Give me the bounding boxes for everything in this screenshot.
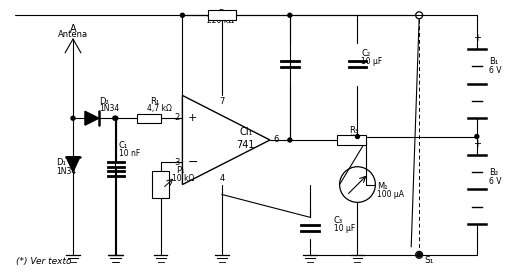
Polygon shape	[183, 95, 270, 184]
Text: (*): (*)	[349, 134, 359, 143]
Text: 10 μF: 10 μF	[361, 57, 383, 66]
Circle shape	[114, 116, 118, 120]
Polygon shape	[85, 111, 99, 125]
Text: +: +	[473, 33, 481, 43]
Text: C₃: C₃	[334, 216, 343, 225]
Text: B₁: B₁	[489, 57, 498, 66]
Bar	[336, 135, 367, 145]
Circle shape	[417, 253, 421, 257]
Text: R₁: R₁	[151, 97, 160, 106]
Text: 10 kΩ: 10 kΩ	[173, 174, 195, 182]
Text: (*) Ver texto: (*) Ver texto	[16, 257, 72, 266]
Circle shape	[288, 138, 292, 142]
Text: S₁: S₁	[424, 256, 434, 265]
Text: CI₁: CI₁	[239, 127, 253, 137]
Circle shape	[356, 134, 359, 138]
Text: 6: 6	[273, 136, 278, 145]
Circle shape	[71, 116, 75, 120]
Text: 10 μF: 10 μF	[334, 224, 355, 233]
Text: 1N34: 1N34	[99, 104, 119, 113]
Text: +: +	[473, 139, 481, 149]
Text: −: −	[187, 156, 198, 169]
Circle shape	[180, 13, 185, 17]
Polygon shape	[66, 157, 80, 172]
Text: A: A	[70, 24, 76, 34]
Text: 2: 2	[174, 113, 179, 122]
Text: 741: 741	[237, 140, 255, 150]
Text: R₃: R₃	[349, 126, 359, 135]
Text: 6 V: 6 V	[489, 66, 501, 75]
Text: 100 μA: 100 μA	[378, 191, 405, 199]
Text: 220 kΩ: 220 kΩ	[206, 16, 234, 25]
Circle shape	[417, 253, 421, 257]
Text: D₂: D₂	[99, 97, 109, 106]
Circle shape	[288, 13, 292, 17]
Text: C₁: C₁	[119, 141, 128, 150]
Text: P₁: P₁	[176, 166, 185, 175]
Bar	[209, 10, 236, 20]
Text: Antena: Antena	[58, 30, 88, 39]
Text: 10 nF: 10 nF	[119, 149, 140, 158]
Text: 1N34: 1N34	[56, 167, 76, 176]
Bar	[137, 114, 161, 123]
Circle shape	[475, 134, 479, 138]
Text: +: +	[187, 113, 197, 123]
Text: 6 V: 6 V	[489, 177, 501, 186]
Text: M₁: M₁	[378, 182, 388, 191]
Text: C₂: C₂	[361, 49, 371, 58]
Bar	[152, 171, 170, 198]
Text: D₁: D₁	[56, 158, 66, 167]
Text: R₂: R₂	[218, 9, 227, 18]
Text: 3: 3	[174, 158, 179, 167]
Text: 4,7 kΩ: 4,7 kΩ	[147, 104, 172, 113]
Text: B₂: B₂	[489, 168, 498, 177]
Text: 7: 7	[219, 97, 225, 106]
Circle shape	[113, 116, 117, 120]
Text: 4: 4	[219, 174, 225, 182]
